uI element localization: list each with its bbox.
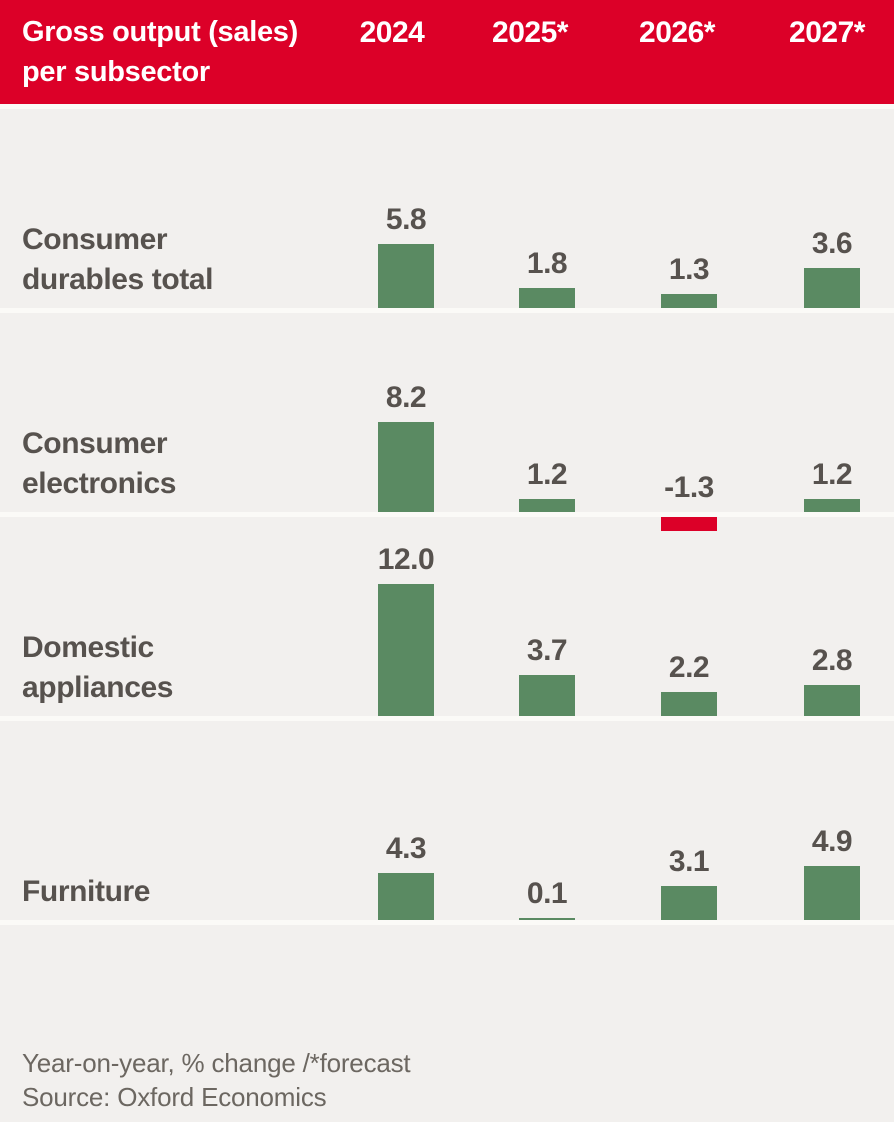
chart-title-line2: per subsector	[22, 56, 210, 88]
chart-row-consumer-electronics: Consumer electronics 8.2 1.2 -1.3 1.2	[0, 313, 894, 532]
bar-value-label: 2.2	[668, 650, 710, 684]
bar	[519, 288, 575, 308]
bar-cell: 12.0	[378, 517, 435, 716]
bar-value-label: 4.3	[385, 831, 427, 865]
chart-header: Gross output (sales) per subsector 2024 …	[0, 0, 894, 109]
bar-cell: 5.8	[378, 109, 434, 308]
bar-cell: 3.6	[804, 109, 860, 308]
source-note: Source: Oxford Economics	[22, 1082, 327, 1112]
bar	[804, 498, 860, 512]
bar	[378, 584, 434, 716]
row-label-line1: Domestic	[22, 631, 154, 664]
bar-cell: 8.2	[378, 313, 434, 512]
bar	[661, 691, 717, 716]
bar	[804, 866, 860, 920]
row-label-line2: electronics	[22, 467, 177, 500]
chart-row-furniture: Furniture 4.3 0.1 3.1 4.9	[0, 721, 894, 925]
bar-value-label: 1.2	[811, 457, 853, 491]
bar-value-label: -1.3	[664, 471, 714, 504]
column-header-2024: 2024	[359, 16, 425, 49]
bar	[378, 244, 434, 308]
bar-value-label: 3.7	[526, 634, 568, 668]
bar	[519, 498, 575, 512]
bar	[519, 918, 575, 920]
chart-row-domestic-appliances: Domestic appliances 12.0 3.7 2.2 2.8	[0, 517, 894, 721]
bar-cell: 2.2	[661, 517, 717, 716]
bar	[378, 421, 434, 512]
row-label: Domestic appliances	[22, 628, 173, 708]
row-label-line2: durables total	[22, 263, 214, 296]
bar-value-label: 5.8	[385, 203, 427, 237]
row-label: Furniture	[22, 872, 150, 912]
bar	[661, 885, 717, 920]
bar-cell: -1.3	[661, 313, 717, 532]
chart-title-line1: Gross output (sales)	[22, 16, 298, 48]
bar-value-label: 2.8	[811, 644, 853, 678]
footnote: Year-on-year, % change /*forecast	[22, 1048, 411, 1078]
bar-value-label: 0.1	[526, 877, 568, 910]
row-label: Consumer durables total	[22, 220, 214, 300]
row-label-line1: Furniture	[22, 875, 151, 908]
bar-cell: 2.8	[804, 517, 860, 716]
bar	[804, 268, 860, 308]
bar-cell: 1.2	[519, 313, 575, 512]
bar-value-label: 8.2	[385, 380, 427, 414]
row-label-line1: Consumer	[22, 427, 168, 460]
chart-row-consumer-durables: Consumer durables total 5.8 1.8 1.3 3.6	[0, 109, 894, 313]
bar-value-label: 3.6	[811, 227, 853, 261]
bar-value-label: 12.0	[377, 543, 435, 576]
bar-cell: 1.2	[804, 313, 860, 512]
row-label-line1: Consumer	[22, 223, 168, 256]
bar-negative	[661, 517, 717, 532]
bar	[661, 293, 717, 308]
row-label-line2: appliances	[22, 671, 174, 704]
bar-value-label: 1.8	[526, 247, 568, 281]
bar	[378, 872, 434, 920]
bar-value-label: 1.2	[526, 457, 568, 491]
bar-cell: 3.1	[661, 721, 717, 920]
bar-value-label: 1.3	[668, 252, 710, 286]
column-header-2027: 2027*	[789, 16, 865, 49]
bar-value-label: 3.1	[668, 844, 710, 878]
bar-cell: 1.3	[661, 109, 717, 308]
bar-cell: 1.8	[519, 109, 575, 308]
bar-cell: 4.3	[378, 721, 434, 920]
chart-title: Gross output (sales) per subsector	[22, 12, 298, 92]
chart-footer: Year-on-year, % change /*forecast Source…	[22, 1046, 411, 1114]
bar	[804, 685, 860, 716]
bar-cell: 4.9	[804, 721, 860, 920]
bar-cell: 0.1	[519, 721, 575, 920]
bar	[519, 675, 575, 716]
row-label: Consumer electronics	[22, 424, 176, 504]
column-header-2025: 2025*	[492, 16, 568, 49]
bar-value-label: 4.9	[811, 825, 853, 859]
bar-cell: 3.7	[519, 517, 575, 716]
column-header-2026: 2026*	[639, 16, 715, 49]
